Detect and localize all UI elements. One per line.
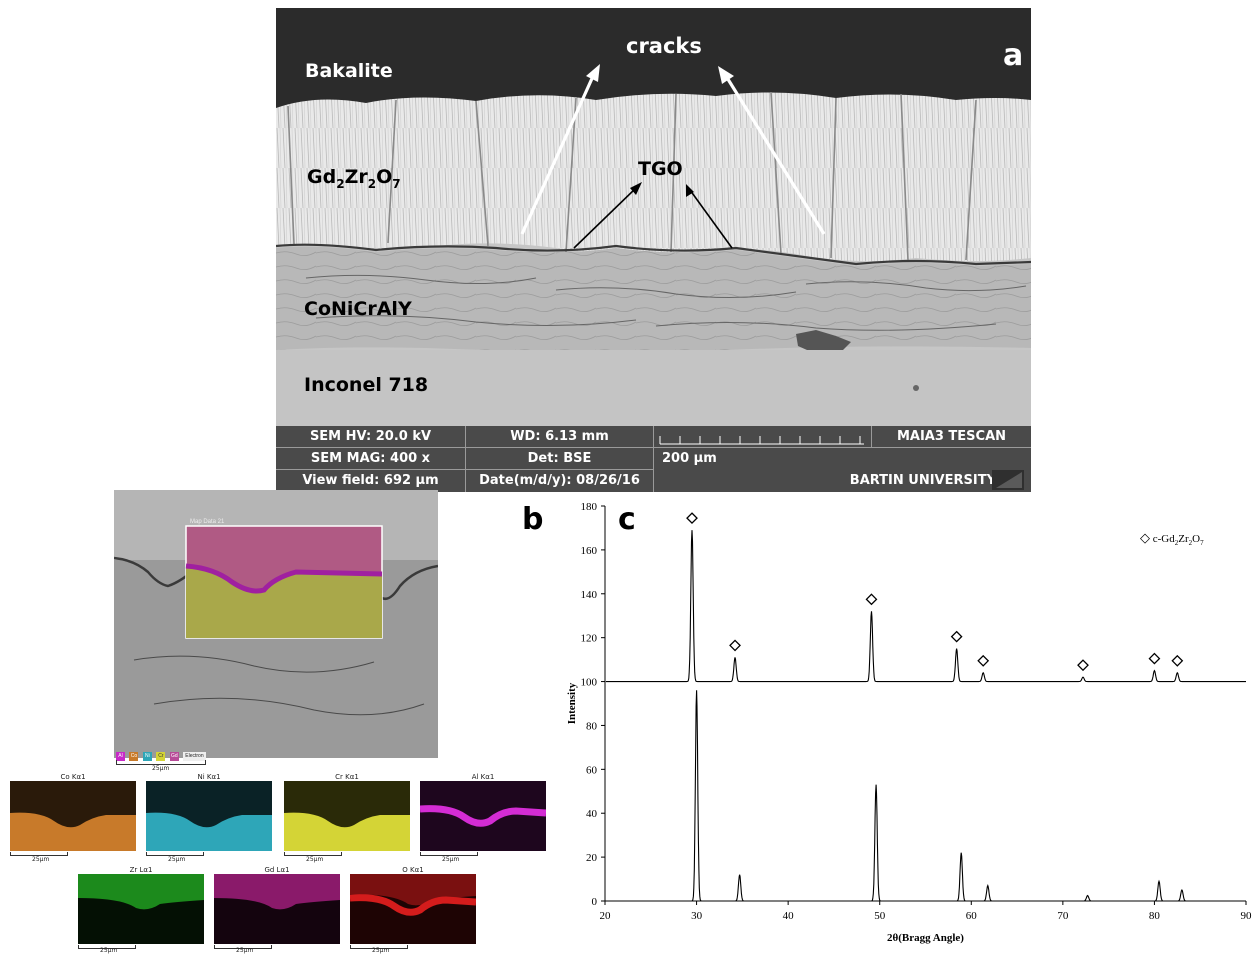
topcoat-label: Gd2Zr2O7: [307, 166, 401, 191]
date-value: Date(m/d/y): 08/26/16: [466, 470, 654, 492]
x-tick-label: 40: [783, 910, 795, 922]
xrd-chart-panel: 0 20 40 60 80 100 120 140 160 180 20 30 40 50 60 70 80 90…: [548, 488, 1256, 954]
sem-image: [276, 8, 1031, 428]
legend-gd: Gd: [169, 752, 179, 761]
eds-legend: Al Co Ni Cr Gd Electron: [116, 744, 206, 762]
ni-map-title: Ni Kα1: [197, 773, 221, 781]
cracks-label: cracks: [626, 34, 702, 58]
panel-c-letter: c: [618, 502, 636, 537]
y-tick-label: 60: [586, 764, 598, 776]
bondcoat-label: CoNiCrAlY: [304, 298, 412, 320]
diamond-marker-icon: [977, 654, 990, 667]
main-scale-label: 25μm: [152, 765, 170, 772]
gd-map-title: Gd Lα1: [264, 866, 290, 874]
scale-value: 200 μm: [662, 451, 717, 466]
university-text: BARTIN UNIVERSITY: [849, 473, 996, 488]
tgo-interface: [276, 243, 1031, 266]
substrate-region: [276, 350, 1031, 428]
bondcoat-void: [796, 330, 851, 354]
crack-arrows: [520, 64, 826, 235]
scale-bar: [654, 426, 872, 448]
field-value: View field: 692 μm: [276, 470, 466, 492]
y-axis-label: Intensity: [566, 682, 578, 724]
diamond-marker-icon: ◇: [1140, 530, 1150, 545]
diamond-marker-icon: [865, 593, 878, 606]
eds-mapping-panel: Map Data 21 Al Co Ni Cr Gd Electron 25μm…: [0, 488, 548, 954]
xrd-legend: ◇ c-Gd2Zr2O7: [1140, 530, 1204, 548]
legend-cr: Cr: [156, 752, 166, 761]
x-tick-label: 20: [600, 910, 612, 922]
legend-electron: Electron: [183, 752, 206, 761]
zr-map: [78, 874, 204, 944]
substrate-label: Inconel 718: [304, 374, 429, 396]
y-tick-label: 20: [586, 852, 598, 864]
x-tick-label: 60: [966, 910, 978, 922]
y-tick-label: 80: [586, 720, 598, 732]
tgo-arrows: [573, 182, 733, 249]
x-axis-label: 2θ(Bragg Angle): [887, 932, 964, 944]
gd-map: [214, 874, 340, 944]
x-tick-label: 70: [1057, 910, 1069, 922]
bondcoat-pores: [305, 274, 1027, 331]
brand-text: MAIA3 TESCAN: [872, 426, 1031, 448]
tescan-logo-icon: [992, 470, 1024, 490]
o-map-title: O Kα1: [402, 866, 424, 874]
sem-info-bar: SEM HV: 20.0 kV SEM MAG: 400 x View fiel…: [276, 426, 1031, 492]
y-tick-label: 0: [592, 896, 598, 908]
cr-map-title: Cr Kα1: [335, 773, 359, 781]
xrd-series-0: [605, 530, 1246, 683]
y-tick-label: 100: [581, 677, 598, 689]
y-tick-label: 180: [581, 501, 598, 513]
x-tick-label: 50: [874, 910, 886, 922]
y-tick-label: 120: [581, 633, 598, 645]
diamond-marker-icon: [1171, 654, 1184, 667]
legend-co: Co: [129, 752, 139, 761]
x-tick-label: 30: [691, 910, 703, 922]
x-tick-label: 90: [1241, 910, 1253, 922]
diamond-marker-icon: [729, 639, 741, 652]
det-value: Det: BSE: [466, 448, 654, 470]
ni-map: [146, 781, 272, 851]
sem-cross-section-panel: Bakalite cracks a Gd2Zr2O7 TGO CoNiCrAlY…: [276, 8, 1031, 492]
al-map-title: Al Kα1: [471, 773, 495, 781]
cr-map: [284, 781, 410, 851]
tgo-label: TGO: [638, 158, 683, 180]
wd-value: WD: 6.13 mm: [466, 426, 654, 448]
xrd-series-1: [605, 690, 1246, 902]
diamond-marker-icon: [950, 630, 963, 643]
x-tick-label: 80: [1149, 910, 1161, 922]
legend-al: Al: [116, 752, 125, 761]
diamond-marker-icon: [1148, 652, 1161, 665]
panel-b-letter: b: [522, 502, 544, 537]
diamond-marker-icon: [686, 512, 698, 525]
o-map: [350, 874, 476, 944]
diamond-marker-icon: [1077, 659, 1089, 672]
mag-value: SEM MAG: 400 x: [276, 448, 466, 470]
y-tick-label: 140: [581, 589, 598, 601]
eds-electron-image: Map Data 21: [114, 490, 438, 758]
co-map-title: Co Kα1: [60, 773, 86, 781]
al-map: [420, 781, 546, 851]
bondcoat-region: [276, 246, 1031, 352]
bakalite-label: Bakalite: [305, 60, 393, 82]
zr-map-title: Zr Lα1: [129, 866, 153, 874]
legend-ni: Ni: [142, 752, 152, 761]
y-tick-label: 40: [586, 808, 598, 820]
map-data-title: Map Data 21: [190, 519, 225, 525]
co-map: [10, 781, 136, 851]
column-boundaries: [287, 91, 977, 261]
y-tick-label: 160: [581, 545, 598, 557]
hv-value: SEM HV: 20.0 kV: [276, 426, 466, 448]
topcoat-region: [276, 92, 1031, 262]
main-scale-bar: [116, 760, 206, 765]
panel-a-letter: a: [1003, 38, 1024, 73]
